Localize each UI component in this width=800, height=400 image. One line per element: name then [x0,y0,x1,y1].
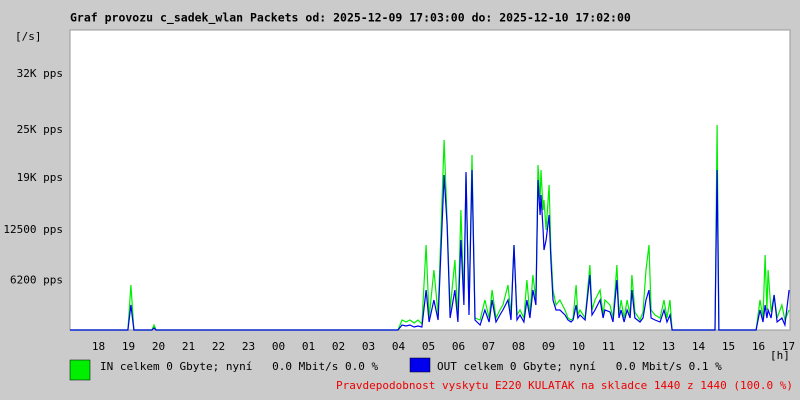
y-unit: [/s] [15,30,42,43]
y-tick-label: 32K pps [17,67,63,80]
legend-swatch-in [69,359,91,381]
x-tick-label: 22 [212,340,225,353]
x-tick-label: 01 [302,340,315,353]
x-tick-label: 04 [392,340,406,353]
legend-entry: IN celkem 0 Gbyte; nyní 0.0 Mbit/s 0.0 % [100,360,379,373]
chart-title: Graf provozu c_sadek_wlan Packets od: 20… [70,11,631,26]
x-tick-label: 12 [632,340,645,353]
x-tick-label: 00 [272,340,285,353]
x-tick-label: 19 [122,340,135,353]
x-tick-label: 02 [332,340,345,353]
x-tick-label: 07 [482,340,495,353]
x-unit: [h] [770,349,790,362]
y-tick-label: 6200 pps [10,273,63,286]
x-tick-label: 05 [422,340,435,353]
x-tick-label: 16 [752,340,765,353]
x-tick-label: 23 [242,340,255,353]
footer-note: Pravdepodobnost vyskytu E220 KULATAK na … [336,379,793,392]
y-tick-label: 12500 pps [3,223,63,236]
x-tick-label: 09 [542,340,555,353]
x-tick-label: 08 [512,340,525,353]
legend-swatch-out [409,357,431,373]
x-tick-label: 17 [782,340,795,353]
x-tick-label: 15 [722,340,735,353]
x-tick-label: 03 [362,340,375,353]
x-tick-label: 11 [602,340,615,353]
x-tick-label: 10 [572,340,585,353]
x-tick-label: 18 [92,340,105,353]
x-tick-label: 21 [182,340,195,353]
y-tick-label: 19K pps [17,171,63,184]
plot-area [69,29,791,331]
legend-entry: OUT celkem 0 Gbyte; nyní 0.0 Mbit/s 0.1 … [437,360,722,373]
x-tick-label: 06 [452,340,465,353]
series-line [70,169,790,331]
y-tick-label: 25K pps [17,123,63,136]
x-tick-label: 13 [662,340,675,353]
x-tick-label: 14 [692,340,706,353]
x-tick-label: 20 [152,340,165,353]
